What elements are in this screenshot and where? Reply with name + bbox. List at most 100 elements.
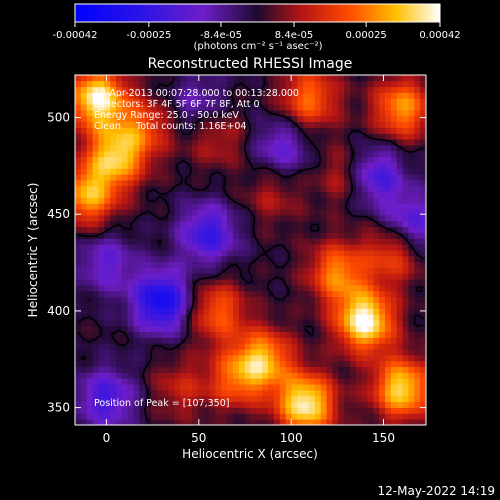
heatmap-cell	[256, 156, 263, 163]
heatmap-cell	[326, 139, 333, 146]
heatmap-cell	[379, 191, 386, 198]
heatmap-cell	[361, 360, 368, 368]
heatmap-cell	[285, 191, 292, 198]
heatmap-cell	[309, 92, 316, 99]
heatmap-cell	[145, 285, 152, 292]
heatmap-cell	[355, 255, 363, 263]
colorbar-ticks: -0.00042 -0.00025 -8.4e-05 8.4e-05 0.00025 0.…	[53, 22, 461, 41]
heatmap-cell	[186, 139, 193, 146]
heatmap-cell	[127, 121, 134, 128]
heatmap-cell	[180, 343, 187, 350]
heatmap-cell	[186, 320, 193, 327]
heatmap-cell	[238, 390, 246, 397]
heatmap-cell	[203, 384, 210, 391]
heatmap-cell	[80, 191, 88, 198]
heatmap-cell	[379, 156, 386, 163]
heatmap-cell	[332, 419, 339, 425]
heatmap-cell	[227, 384, 234, 391]
heatmap-cell	[121, 261, 129, 268]
heatmap-cell	[98, 279, 105, 286]
heatmap-cell	[80, 413, 88, 420]
heatmap-cell	[110, 378, 117, 385]
heatmap-cell	[279, 150, 286, 158]
heatmap-cell	[98, 255, 105, 263]
heatmap-cell	[344, 238, 351, 245]
heatmap-cell	[268, 145, 275, 152]
heatmap-cell	[367, 115, 374, 123]
heatmap-cell	[92, 156, 99, 163]
heatmap-cell	[268, 115, 275, 123]
heatmap-cell	[373, 174, 380, 181]
heatmap-cell	[262, 238, 269, 245]
heatmap-cell	[279, 407, 286, 414]
heatmap-cell	[285, 110, 292, 117]
heatmap-cell	[215, 308, 222, 315]
heatmap-cell	[86, 413, 93, 420]
heatmap-cell	[379, 185, 386, 193]
heatmap-cell	[174, 384, 181, 391]
heatmap-cell	[379, 325, 386, 333]
heatmap-cell	[238, 209, 246, 216]
heatmap-cell	[320, 378, 327, 385]
heatmap-cell	[203, 238, 210, 245]
heatmap-cell	[75, 355, 82, 362]
heatmap-cell	[291, 168, 298, 175]
heatmap-cell	[273, 191, 281, 198]
heatmap-cell	[221, 395, 228, 403]
heatmap-cell	[279, 261, 286, 268]
heatmap-cell	[215, 162, 222, 169]
heatmap-cell	[227, 395, 234, 403]
heatmap-cell	[320, 337, 327, 344]
heatmap-cell	[314, 104, 322, 111]
heatmap-cell	[115, 261, 123, 268]
heatmap-cell	[127, 261, 134, 268]
heatmap-cell	[244, 296, 251, 303]
heatmap-cell	[390, 419, 398, 425]
heatmap-cell	[332, 92, 339, 99]
heatmap-cell	[98, 302, 105, 309]
heatmap-cell	[127, 168, 134, 175]
heatmap-cell	[192, 349, 199, 356]
heatmap-cell	[192, 273, 199, 280]
heatmap-cell	[320, 407, 327, 414]
heatmap-cell	[344, 86, 351, 93]
heatmap-cell	[326, 220, 333, 228]
heatmap-cell	[192, 407, 199, 414]
heatmap-cell	[75, 419, 82, 425]
heatmap-cell	[209, 407, 216, 414]
heatmap-cell	[420, 349, 426, 356]
heatmap-cell	[180, 115, 187, 123]
y-tick-label: 350	[47, 401, 70, 415]
heatmap-cell	[326, 349, 333, 356]
heatmap-cell	[314, 360, 322, 368]
heatmap-cell	[203, 296, 210, 303]
heatmap-cell	[110, 156, 117, 163]
heatmap-cell	[291, 174, 298, 181]
heatmap-cell	[414, 110, 421, 117]
heatmap-cell	[110, 267, 117, 274]
heatmap-cell	[361, 290, 368, 298]
heatmap-cell	[332, 226, 339, 233]
heatmap-cell	[139, 325, 146, 333]
heatmap-cell	[121, 360, 129, 368]
heatmap-cell	[297, 203, 304, 210]
heatmap-cell	[344, 255, 351, 263]
heatmap-cell	[115, 162, 123, 169]
heatmap-cell	[314, 145, 322, 152]
heatmap-cell	[168, 215, 175, 222]
heatmap-cell	[145, 215, 152, 222]
heatmap-cell	[361, 139, 368, 146]
heatmap-cell	[268, 104, 275, 111]
heatmap-cell	[332, 203, 339, 210]
heatmap-cell	[227, 232, 234, 239]
heatmap-cell	[344, 290, 351, 298]
heatmap-cell	[215, 355, 222, 362]
heatmap-cell	[151, 220, 158, 228]
heatmap-cell	[314, 215, 322, 222]
heatmap-cell	[209, 320, 216, 327]
heatmap-cell	[92, 285, 99, 292]
heatmap-cell	[250, 185, 257, 193]
heatmap-cell	[197, 156, 205, 163]
heatmap-cell	[379, 80, 386, 88]
heatmap-cell	[373, 98, 380, 105]
